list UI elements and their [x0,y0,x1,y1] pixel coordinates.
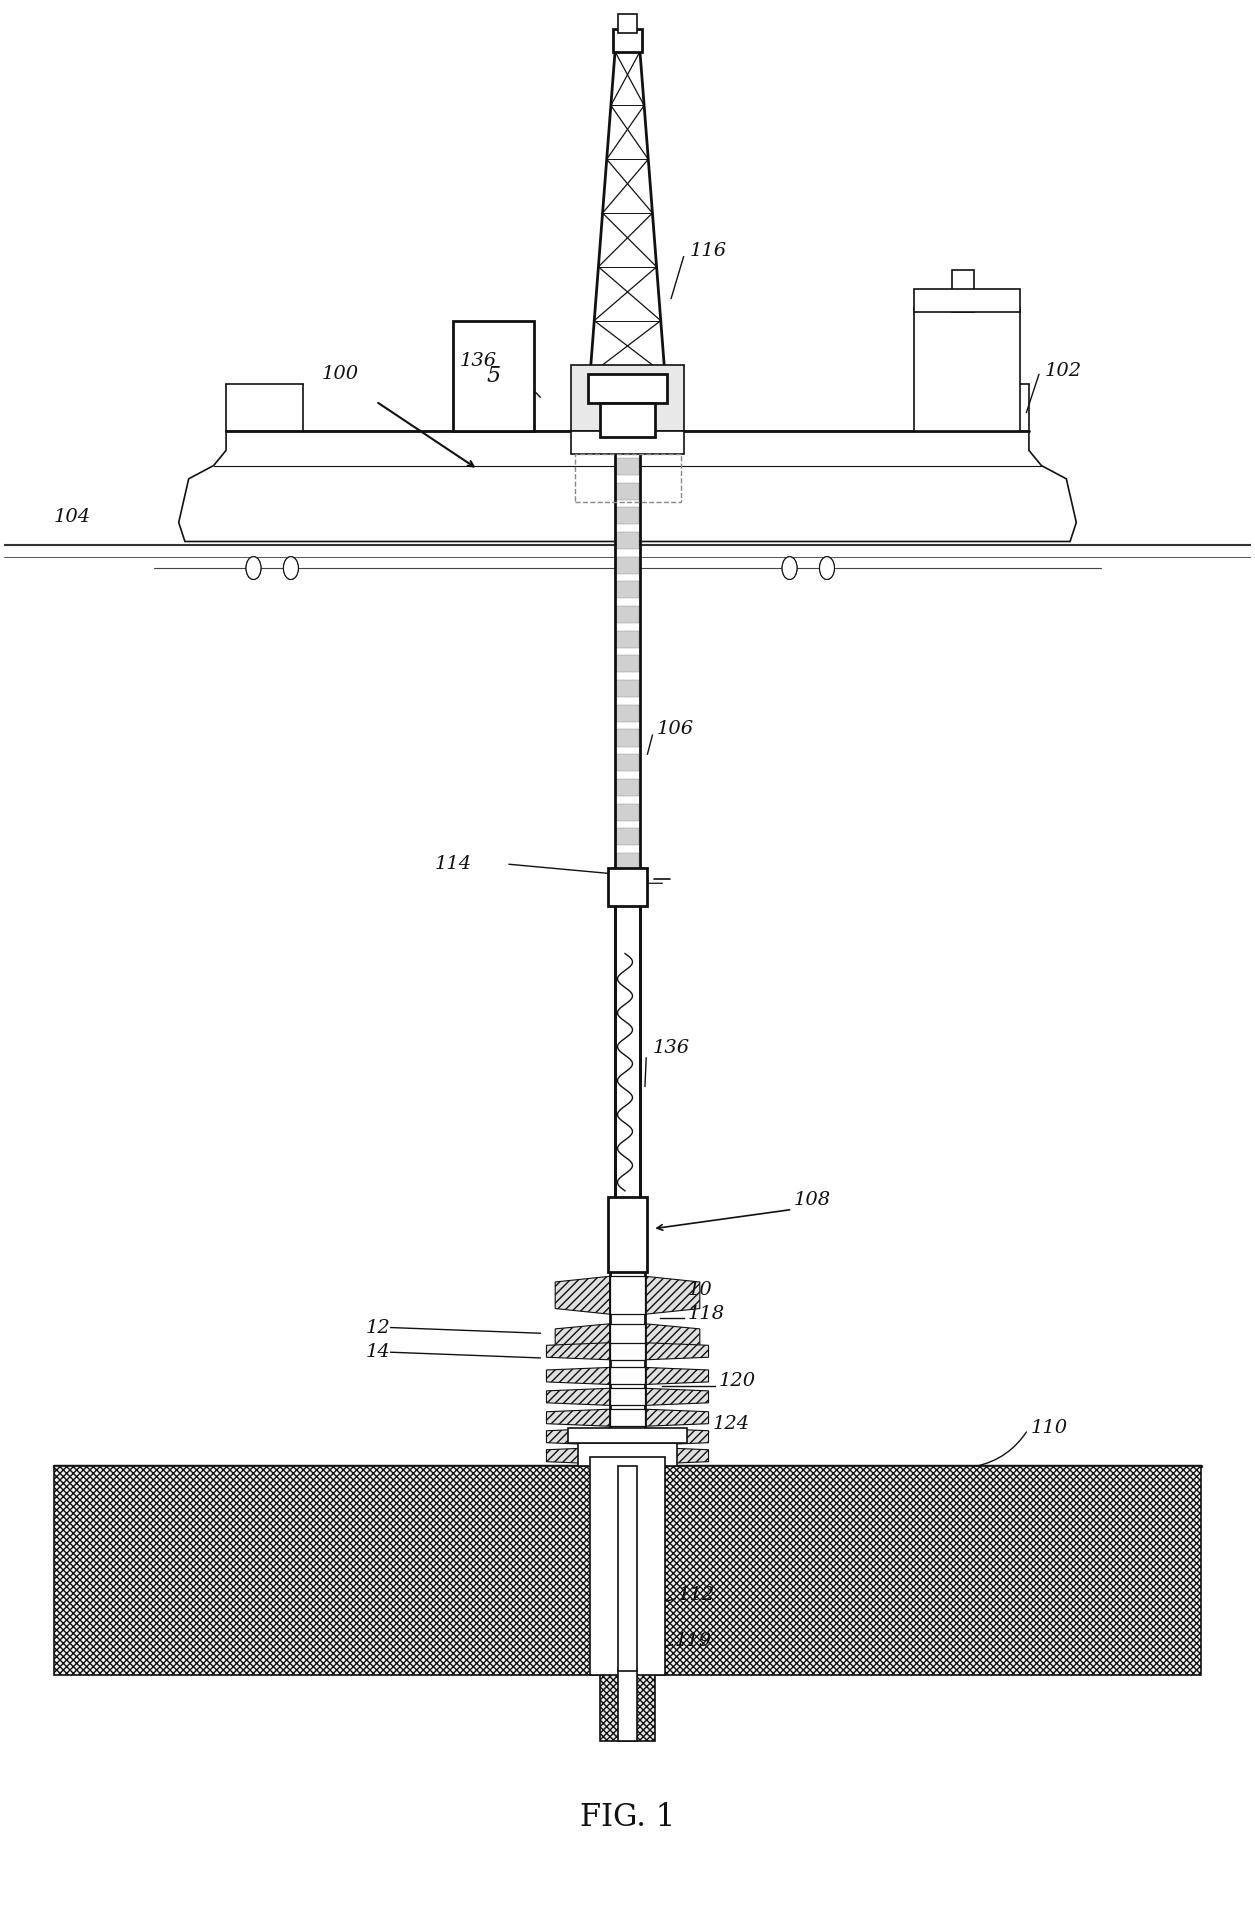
Circle shape [782,557,797,580]
Circle shape [820,557,835,580]
Bar [617,1466,638,1671]
Bar [616,582,639,599]
Text: 14: 14 [366,1343,390,1362]
Bar [616,730,639,746]
Bar [616,557,639,574]
Bar [616,778,639,795]
Polygon shape [54,1466,1201,1674]
Polygon shape [645,1447,709,1465]
Bar [914,290,1020,311]
Polygon shape [645,1323,700,1358]
Text: 104: 104 [54,507,92,526]
Polygon shape [546,1343,610,1360]
Text: 136: 136 [653,1039,689,1058]
Bar [610,1409,645,1426]
Text: 110: 110 [1030,1419,1067,1438]
Bar [610,1367,645,1384]
Bar [453,320,533,431]
Text: 120: 120 [719,1371,756,1390]
Bar [567,1428,688,1444]
Bar [616,482,639,500]
Bar [617,1669,638,1741]
Bar [575,454,681,502]
Bar [616,606,639,624]
Circle shape [284,557,299,580]
Polygon shape [178,431,1077,542]
Polygon shape [645,1428,709,1446]
Bar [610,1323,645,1358]
Bar [616,532,639,549]
Polygon shape [645,1409,709,1426]
Circle shape [820,557,835,580]
Text: 108: 108 [793,1192,831,1209]
Bar [612,29,643,51]
Bar [607,868,648,906]
Bar [616,753,639,770]
Polygon shape [546,1388,610,1405]
Polygon shape [555,1323,610,1358]
Text: 118: 118 [688,1304,724,1323]
Bar [617,13,638,32]
Text: 124: 124 [713,1415,749,1434]
Text: FIG. 1: FIG. 1 [580,1802,675,1833]
Bar [610,1276,645,1314]
Bar [616,507,639,524]
Bar [571,431,684,454]
Bar [616,828,639,845]
Text: 100: 100 [323,366,359,383]
Text: 116: 116 [690,242,727,259]
Bar [607,1196,648,1272]
Text: 10: 10 [688,1282,712,1299]
Text: 119: 119 [675,1632,712,1650]
Bar [610,1343,645,1360]
Text: 136: 136 [459,353,496,370]
Text: 12: 12 [366,1318,390,1337]
Bar [610,1388,645,1405]
Bar [616,852,639,870]
Bar [600,402,655,437]
Bar [577,1444,678,1466]
Text: 112: 112 [678,1587,714,1604]
Text: 106: 106 [656,721,693,738]
Bar [571,364,684,431]
Circle shape [246,557,261,580]
Text: 5: 5 [487,366,501,387]
Polygon shape [546,1409,610,1426]
Polygon shape [555,1276,610,1314]
Circle shape [246,557,261,580]
Text: 114: 114 [434,854,472,873]
Bar [951,271,974,311]
Bar [616,458,639,475]
Bar [616,631,639,648]
Bar [616,706,639,723]
Circle shape [782,557,797,580]
Bar [610,1428,645,1446]
Bar [914,307,1020,431]
Text: 102: 102 [1045,362,1082,379]
Polygon shape [645,1388,709,1405]
Polygon shape [645,1367,709,1384]
Bar [600,1466,655,1665]
Bar [616,681,639,698]
Bar [587,374,668,402]
Polygon shape [546,1428,610,1446]
Bar [600,1669,655,1741]
Bar [610,1447,645,1465]
Polygon shape [546,1367,610,1384]
Polygon shape [645,1276,700,1314]
Bar [590,1457,665,1674]
Circle shape [284,557,299,580]
Bar [616,803,639,820]
Polygon shape [546,1447,610,1465]
Bar [616,656,639,673]
Polygon shape [645,1343,709,1360]
